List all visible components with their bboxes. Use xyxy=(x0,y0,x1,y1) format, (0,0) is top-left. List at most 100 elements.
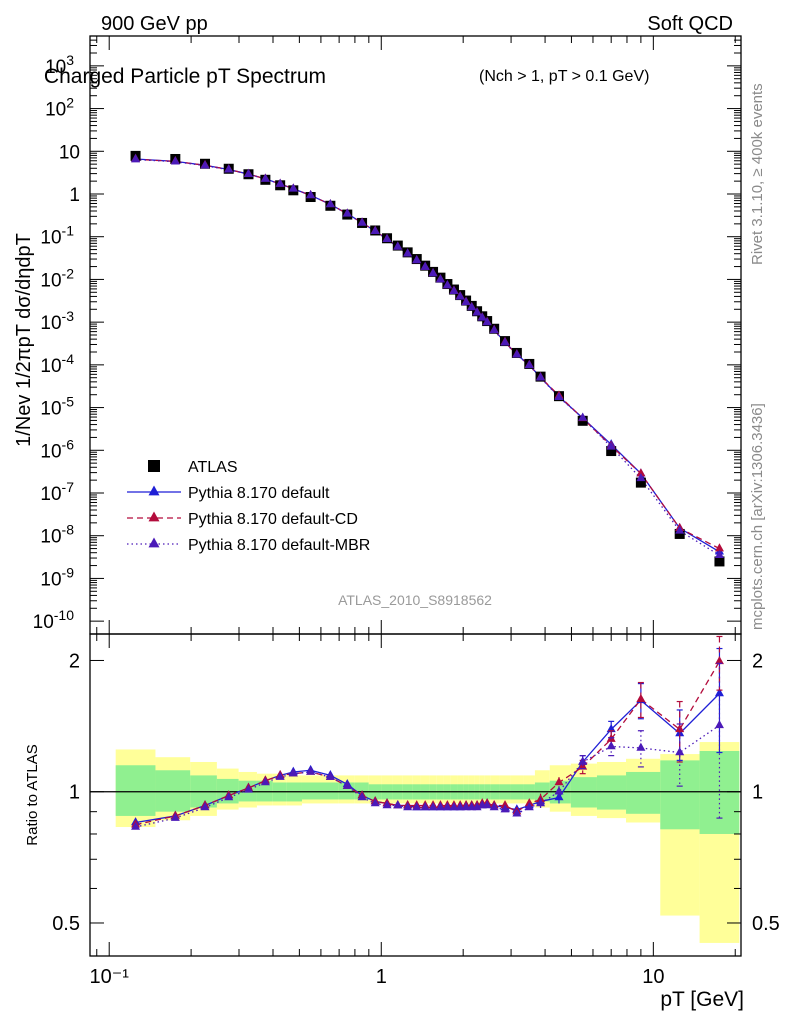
upper-point-3 xyxy=(477,312,487,321)
upper-y-axis-label: 1/Nev 1/2πpT dσ/dηdpT xyxy=(13,233,35,447)
ratio-point-2 xyxy=(500,804,510,813)
inner-band-bin xyxy=(155,770,191,812)
ratio-point-2 xyxy=(472,802,482,811)
plot-title: Charged Particle pT Spectrum xyxy=(44,65,326,88)
ratio-point-2 xyxy=(275,771,285,780)
upper-point-3 xyxy=(455,291,465,300)
ratio-point-2 xyxy=(224,792,234,801)
upper-point-3 xyxy=(500,337,510,346)
ratio-point-1 xyxy=(714,656,724,665)
upper-point-3 xyxy=(393,241,403,250)
legend-label-3: Pythia 8.170 default-MBR xyxy=(188,537,370,554)
ratio-point-2 xyxy=(382,800,392,809)
ratio-point-2 xyxy=(370,798,380,807)
upper-point-3 xyxy=(636,473,646,482)
y-tick-label: 10-8 xyxy=(40,522,74,548)
inner-band-bin xyxy=(115,765,156,816)
legend-marker-atlas xyxy=(148,460,160,472)
analysis-tag: ATLAS_2010_S8918562 xyxy=(338,592,492,608)
inner-band-bin xyxy=(570,777,597,808)
ratio-point-2 xyxy=(455,802,465,811)
upper-point-3 xyxy=(224,164,234,173)
upper-point-3 xyxy=(467,302,477,311)
ratio-point-1 xyxy=(636,693,646,702)
ratio-point-2 xyxy=(403,802,413,811)
upper-point-3 xyxy=(714,549,724,558)
ratio-point-2 xyxy=(442,802,452,811)
ratio-point-1 xyxy=(675,724,685,733)
ratio-point-2 xyxy=(420,802,430,811)
ratio-point-2 xyxy=(412,802,422,811)
upper-point-3 xyxy=(370,225,380,235)
mcplots-label: mcplots.cern.ch [arXiv:1306.3436] xyxy=(749,403,766,630)
upper-point-3 xyxy=(442,280,452,289)
ratio-y-tick-label-right: 1 xyxy=(752,782,763,804)
y-tick-label: 10 xyxy=(59,142,80,163)
ratio-point-2 xyxy=(489,802,499,811)
upper-point-3 xyxy=(482,317,492,326)
ratio-point-2 xyxy=(578,756,588,765)
inner-band-bin xyxy=(699,750,740,834)
y-tick-label: 10-6 xyxy=(40,436,74,462)
upper-point-3 xyxy=(342,208,352,217)
inner-band-bin xyxy=(301,782,321,800)
ratio-markers xyxy=(131,635,724,830)
ratio-point-2 xyxy=(636,742,646,751)
upper-point-3 xyxy=(578,412,588,421)
inner-band-bin xyxy=(596,775,627,810)
inner-band-bin xyxy=(320,782,339,800)
legend-marker-1 xyxy=(148,485,160,496)
y-tick-label: 10-9 xyxy=(40,564,74,590)
ratio-point-2 xyxy=(243,784,253,793)
legend-marker-3 xyxy=(148,537,160,548)
inner-band-bin xyxy=(660,760,700,830)
ratio-point-2 xyxy=(435,802,445,811)
y-tick-label: 10-7 xyxy=(40,479,74,505)
y-tick-label: 102 xyxy=(45,95,74,121)
y-tick-label: 10-4 xyxy=(40,351,74,377)
legend-marker-2 xyxy=(148,511,160,522)
upper-point-3 xyxy=(403,248,413,257)
ratio-y-tick-label-right: 0.5 xyxy=(752,913,780,935)
y-tick-label: 1 xyxy=(69,185,80,206)
ratio-y-tick-label: 1 xyxy=(69,782,80,804)
upper-point-3 xyxy=(435,274,445,283)
atlas-point xyxy=(635,477,646,488)
ratio-point-2 xyxy=(357,792,367,801)
upper-point-3 xyxy=(428,268,438,277)
upper-point-2 xyxy=(636,468,646,477)
ratio-point-2 xyxy=(482,800,492,809)
ratio-point-2 xyxy=(675,747,685,756)
ratio-point-2 xyxy=(606,741,616,750)
x-tick-label: 10⁻¹ xyxy=(89,966,129,988)
ratio-point-2 xyxy=(554,786,564,795)
upper-point-3 xyxy=(449,285,459,294)
upper-point-3 xyxy=(536,372,546,381)
upper-point-3 xyxy=(420,261,430,270)
y-tick-label: 10-2 xyxy=(40,265,74,291)
header-right: Soft QCD xyxy=(647,13,733,35)
y-tick-label: 10-10 xyxy=(33,607,75,633)
upper-point-3 xyxy=(554,391,564,400)
upper-markers xyxy=(130,150,725,567)
upper-point-3 xyxy=(675,525,685,534)
ratio-y-tick-label: 2 xyxy=(69,650,80,672)
ratio-point-1 xyxy=(500,800,510,809)
ratio-y-axis-label: Ratio to ATLAS xyxy=(24,744,41,845)
lower-frame xyxy=(89,633,742,957)
ratio-point-1 xyxy=(554,777,564,786)
ratio-point-2 xyxy=(461,802,471,811)
upper-point-3 xyxy=(306,189,316,199)
upper-point-2 xyxy=(714,543,724,552)
ratio-point-2 xyxy=(342,780,352,789)
ratio-point-2 xyxy=(306,766,316,775)
upper-point-3 xyxy=(489,325,499,334)
upper-point-3 xyxy=(288,183,298,192)
x-tick-label: 10 xyxy=(642,966,664,988)
upper-point-3 xyxy=(606,441,616,450)
ratio-point-2 xyxy=(170,812,180,821)
y-tick-label: 10-1 xyxy=(40,223,74,249)
x-tick-label: 1 xyxy=(376,966,387,988)
upper-point-3 xyxy=(461,297,471,306)
ratio-point-2 xyxy=(325,771,335,780)
